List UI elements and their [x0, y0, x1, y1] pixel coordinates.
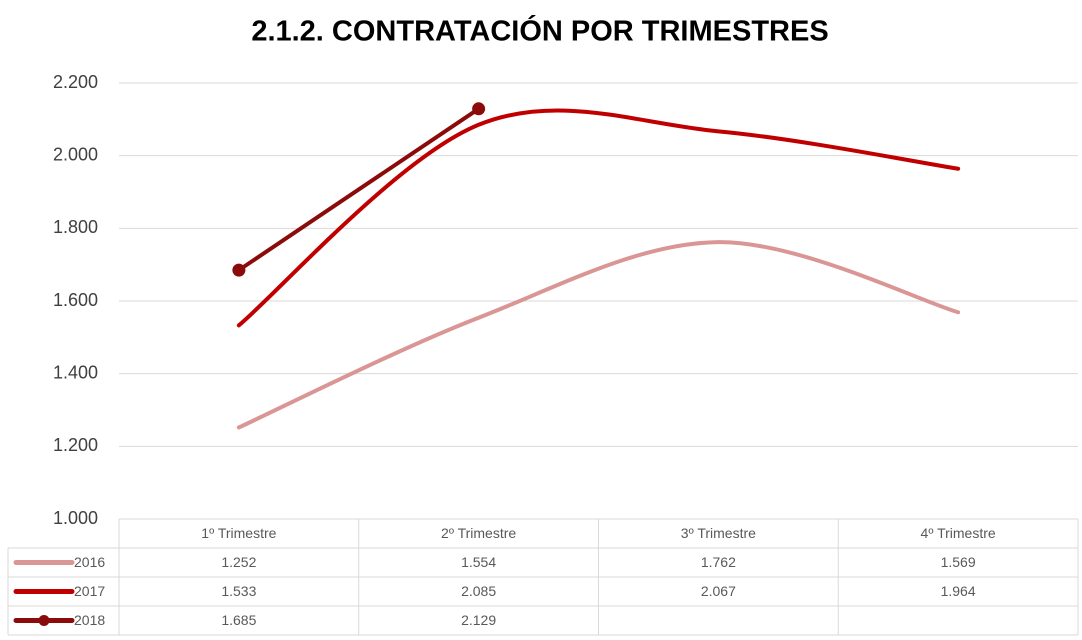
series-line [236, 106, 481, 273]
table-value: 1.964 [941, 583, 976, 599]
legend-label: 2018 [74, 612, 105, 628]
table-value: 1.569 [941, 554, 976, 570]
table-value: 1.252 [221, 554, 256, 570]
table-value: 2.085 [461, 583, 496, 599]
x-tick-label: 2º Trimestre [441, 525, 516, 541]
x-tick-label: 1º Trimestre [201, 525, 276, 541]
x-tick-label: 4º Trimestre [921, 525, 996, 541]
y-tick-label: 1.800 [53, 217, 98, 237]
marker [472, 102, 486, 116]
series-line [236, 108, 961, 328]
y-tick-label: 1.200 [53, 435, 98, 455]
x-tick-label: 3º Trimestre [681, 525, 756, 541]
table-value: 1.685 [221, 612, 256, 628]
legend-label: 2017 [74, 583, 105, 599]
y-tick-label: 1.600 [53, 290, 98, 310]
y-tick-label: 1.400 [53, 362, 98, 382]
table-value: 1.554 [461, 554, 496, 570]
y-tick-label: 2.000 [53, 144, 98, 164]
y-tick-label: 2.200 [53, 72, 98, 92]
table-value: 1.533 [221, 583, 256, 599]
table-value: 1.762 [701, 554, 736, 570]
series-line [236, 240, 961, 430]
table-value: 2.067 [701, 583, 736, 599]
legend-marker [38, 615, 50, 626]
table-value: 2.129 [461, 612, 496, 628]
marker [232, 263, 246, 277]
y-tick-label: 1.000 [53, 508, 98, 528]
chart-title: 2.1.2. CONTRATACIÓN POR TRIMESTRES [251, 14, 828, 48]
legend-label: 2016 [74, 554, 105, 570]
